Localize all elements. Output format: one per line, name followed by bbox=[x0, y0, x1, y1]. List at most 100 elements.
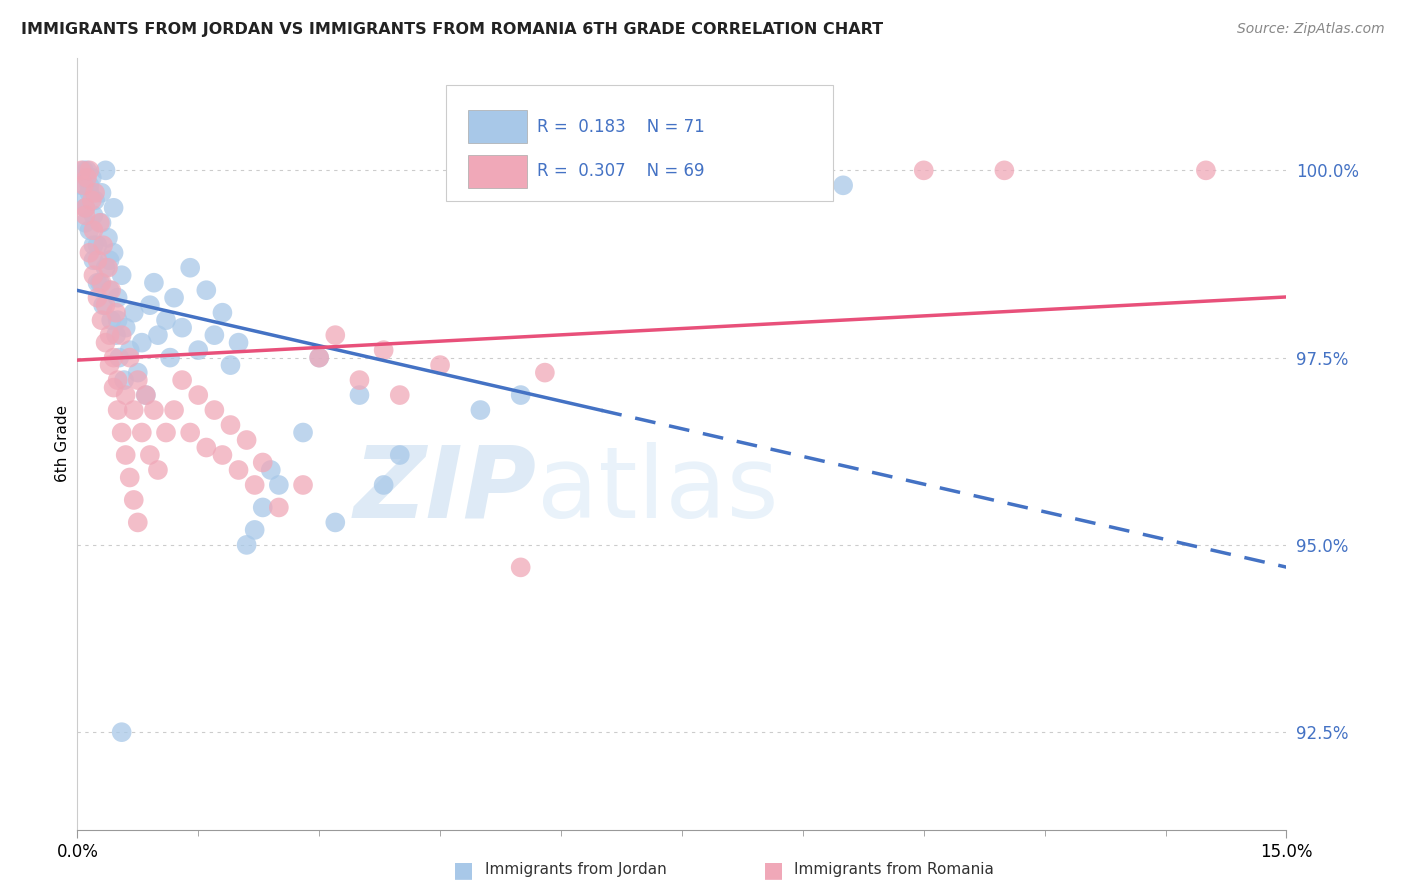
Point bbox=[103, 381, 125, 395]
Point bbox=[308, 351, 330, 365]
Point bbox=[86, 291, 108, 305]
Point bbox=[82, 208, 104, 222]
Point bbox=[70, 163, 93, 178]
Point bbox=[235, 538, 257, 552]
Point bbox=[202, 403, 225, 417]
Point bbox=[107, 291, 129, 305]
Point bbox=[75, 216, 97, 230]
Point bbox=[94, 335, 117, 350]
Point bbox=[112, 373, 135, 387]
Point bbox=[912, 163, 935, 178]
Point bbox=[76, 163, 98, 178]
Point bbox=[82, 238, 104, 252]
Point bbox=[163, 291, 186, 305]
Point bbox=[80, 170, 103, 185]
Point bbox=[135, 388, 157, 402]
FancyBboxPatch shape bbox=[468, 155, 527, 187]
Point bbox=[308, 351, 330, 365]
Text: ZIP: ZIP bbox=[354, 442, 537, 539]
Point bbox=[172, 320, 194, 334]
Point bbox=[252, 500, 274, 515]
Point bbox=[73, 163, 96, 178]
Point bbox=[429, 358, 451, 372]
Point bbox=[211, 306, 233, 320]
Point bbox=[111, 425, 134, 440]
Point bbox=[105, 306, 128, 320]
Point bbox=[127, 366, 149, 380]
Point bbox=[163, 403, 186, 417]
Point bbox=[187, 388, 209, 402]
FancyBboxPatch shape bbox=[446, 85, 832, 201]
Point bbox=[76, 170, 98, 185]
Point bbox=[243, 523, 266, 537]
Y-axis label: 6th Grade: 6th Grade bbox=[55, 405, 70, 483]
Point bbox=[79, 163, 101, 178]
FancyBboxPatch shape bbox=[468, 111, 527, 143]
Point bbox=[187, 343, 209, 358]
Point bbox=[75, 201, 97, 215]
Point bbox=[107, 403, 129, 417]
Point bbox=[122, 403, 145, 417]
Point bbox=[131, 425, 153, 440]
Point bbox=[267, 500, 290, 515]
Point bbox=[100, 283, 122, 297]
Point bbox=[349, 373, 371, 387]
Point bbox=[323, 328, 346, 343]
Point bbox=[107, 313, 129, 327]
Point bbox=[142, 276, 165, 290]
Point bbox=[292, 425, 315, 440]
Point bbox=[91, 298, 114, 312]
Point bbox=[172, 373, 194, 387]
Point bbox=[90, 313, 112, 327]
Point bbox=[388, 448, 411, 462]
Point bbox=[122, 306, 145, 320]
Point bbox=[90, 216, 112, 230]
Point bbox=[84, 186, 107, 200]
Text: atlas: atlas bbox=[537, 442, 779, 539]
Point bbox=[155, 313, 177, 327]
Point bbox=[219, 418, 242, 433]
Point bbox=[373, 478, 395, 492]
Point bbox=[94, 260, 117, 275]
Point bbox=[219, 358, 242, 372]
Point bbox=[103, 245, 125, 260]
Point bbox=[135, 388, 157, 402]
Point bbox=[509, 388, 531, 402]
Point bbox=[82, 223, 104, 237]
Point bbox=[91, 238, 114, 252]
Point bbox=[97, 231, 120, 245]
Point bbox=[100, 313, 122, 327]
Point bbox=[159, 351, 181, 365]
Point bbox=[98, 328, 121, 343]
Point bbox=[228, 335, 250, 350]
Point bbox=[114, 320, 136, 334]
Point bbox=[388, 388, 411, 402]
Point bbox=[79, 178, 101, 193]
Text: Source: ZipAtlas.com: Source: ZipAtlas.com bbox=[1237, 22, 1385, 37]
Point bbox=[97, 260, 120, 275]
Point bbox=[98, 283, 121, 297]
Point bbox=[142, 403, 165, 417]
Point bbox=[98, 253, 121, 268]
Point bbox=[94, 298, 117, 312]
Point bbox=[292, 478, 315, 492]
Point bbox=[591, 163, 613, 178]
Point bbox=[131, 335, 153, 350]
Text: R =  0.307    N = 69: R = 0.307 N = 69 bbox=[537, 162, 704, 180]
Point bbox=[84, 194, 107, 208]
Point bbox=[86, 253, 108, 268]
Point bbox=[211, 448, 233, 462]
Point bbox=[139, 448, 162, 462]
Point bbox=[139, 298, 162, 312]
Point bbox=[993, 163, 1015, 178]
Point bbox=[70, 178, 93, 193]
Point bbox=[114, 388, 136, 402]
Point bbox=[82, 268, 104, 283]
Point bbox=[82, 253, 104, 268]
Point bbox=[103, 351, 125, 365]
Point bbox=[75, 208, 97, 222]
Point bbox=[105, 328, 128, 343]
Point bbox=[86, 276, 108, 290]
Point bbox=[89, 276, 111, 290]
Point bbox=[832, 178, 855, 193]
